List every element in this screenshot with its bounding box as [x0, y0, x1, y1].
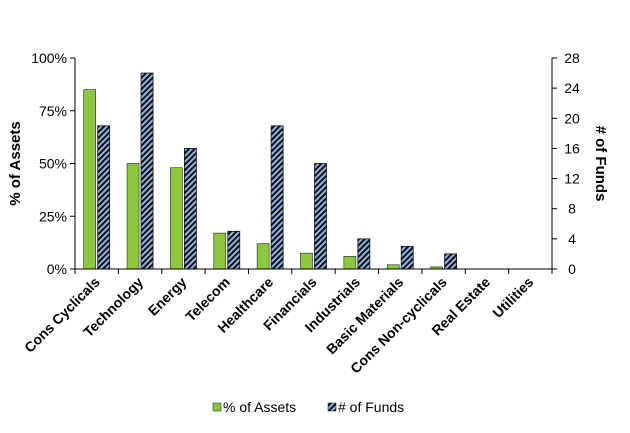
y-tick-label-right: 12 — [564, 171, 580, 187]
y-tick-label-right: 16 — [564, 140, 580, 156]
y-tick-label-right: 28 — [564, 50, 580, 66]
y-tick-label-right: 8 — [568, 201, 576, 217]
bar-funds-6 — [357, 238, 371, 270]
bar-funds-0 — [97, 125, 111, 270]
y-axis-title-left: % of Assets — [7, 121, 24, 205]
bar-assets-4 — [256, 243, 270, 270]
y-tick-label-right: 20 — [564, 110, 580, 126]
y-tick-label-right: 24 — [564, 80, 580, 96]
bar-assets-5 — [300, 252, 313, 270]
legend-label-funds: # of Funds — [338, 399, 404, 415]
bar-assets-2 — [170, 167, 183, 270]
y-tick-label-right: 0 — [568, 261, 576, 277]
y-tick-label-left: 25% — [39, 208, 67, 224]
y-tick-label-left: 75% — [39, 103, 67, 119]
bar-assets-1 — [126, 163, 140, 270]
bar-assets-7 — [386, 264, 400, 270]
bar-assets-6 — [343, 256, 357, 270]
x-category-label: Utilities — [489, 274, 536, 321]
y-tick-label-left: 0% — [47, 261, 67, 277]
bar-funds-3 — [227, 230, 241, 270]
legend-label-assets: % of Assets — [223, 399, 296, 415]
legend-swatch-funds — [327, 402, 337, 412]
x-category-label: Cons Cyclicals — [21, 274, 103, 356]
y-tick-label-left: 100% — [31, 50, 67, 66]
y-tick-label-right: 4 — [568, 231, 576, 247]
bars — [83, 72, 457, 270]
bar-funds-7 — [400, 245, 414, 270]
bar-funds-8 — [444, 253, 457, 270]
legend: % of Assets # of Funds — [212, 399, 404, 415]
x-category-label: Basic Materials — [323, 274, 407, 358]
bar-funds-1 — [140, 72, 154, 270]
y-axis-title-right: # of Funds — [592, 126, 609, 202]
bar-funds-5 — [314, 163, 327, 270]
bar-funds-4 — [270, 125, 284, 270]
y-tick-label-left: 50% — [39, 156, 67, 172]
bar-funds-2 — [184, 148, 197, 270]
bar-assets-3 — [213, 232, 227, 270]
bar-assets-0 — [83, 89, 96, 270]
legend-swatch-assets — [212, 402, 222, 412]
